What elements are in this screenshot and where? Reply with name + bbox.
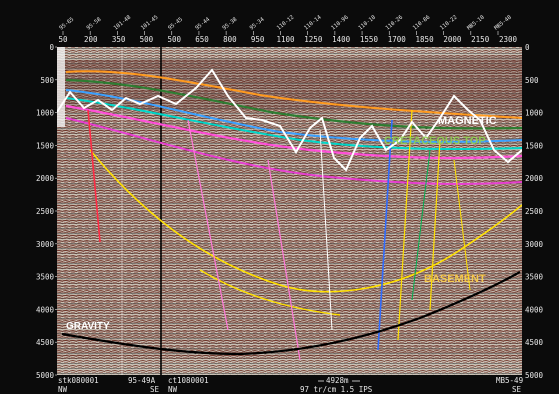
footer-right-line: MB5-49 (496, 376, 523, 385)
shotpoint-tick: 500 (140, 35, 154, 44)
time-tick-left: 5000 (36, 371, 55, 380)
footer-scale-bar: 4928m (326, 376, 349, 385)
shotpoint-tick: 2150 (471, 35, 490, 44)
time-tick-right: 500 (525, 76, 539, 85)
shotpoint-tick: 500 (167, 35, 181, 44)
time-tick-left: 2000 (36, 174, 55, 183)
footer-left-line: stk080001 (58, 376, 99, 385)
time-tick-left: 1000 (36, 109, 55, 118)
shotpoint-tick: 2300 (499, 35, 518, 44)
shotpoint-tick: 200 (84, 35, 98, 44)
cretaceous-top-label: CRETACEOUS TOP (384, 135, 486, 147)
time-tick-right: 3000 (525, 240, 544, 249)
shotpoint-tick: 2000 (443, 35, 462, 44)
time-tick-right: 5000 (525, 371, 544, 380)
magnetic-profile (57, 68, 522, 172)
footer-mid-dir-b: NW (168, 385, 178, 394)
footer: stk080001 NW 95-49A SE ct1080001 NW 4928… (58, 376, 523, 394)
shotpoint-axis: 50 200 350 500 500 650 800 950 1100 1250 1400 1550 1… (58, 35, 517, 44)
time-tick-left: 1500 (36, 141, 55, 150)
shotpoint-tick: 950 (251, 35, 265, 44)
shotpoint-tick: 350 (112, 35, 126, 44)
footer-mid-line-a: 95-49A (128, 376, 156, 385)
time-tick-right: 4500 (525, 338, 544, 347)
footer-mid-dir-a: SE (150, 385, 160, 394)
footer-left-dir: NW (58, 385, 68, 394)
shotpoint-tick: 1850 (416, 35, 435, 44)
time-tick-left: 2500 (36, 207, 55, 216)
shotpoint-tick: 1250 (304, 35, 323, 44)
gravity-label: GRAVITY (66, 321, 110, 332)
gravity-profile (61, 271, 521, 356)
time-axis-right: 0 500 1000 1500 2000 2500 3000 3500 4000 4500 5000 (525, 43, 544, 380)
time-tick-right: 1500 (525, 141, 544, 150)
time-tick-right: 4000 (525, 305, 544, 314)
time-tick-left: 3000 (36, 240, 55, 249)
time-tick-left: 500 (40, 76, 54, 85)
shotpoint-tick: 800 (223, 35, 237, 44)
shotpoint-tick: 50 (58, 35, 68, 44)
time-tick-left: 3500 (36, 273, 55, 282)
magnetic-label: MAGNETIC (438, 115, 497, 127)
footer-mid-line-b: ct1080001 (168, 376, 209, 385)
time-tick-left: 0 (49, 43, 54, 52)
seismic-image (57, 47, 522, 375)
basement-label: BASEMENT (424, 273, 486, 285)
time-tick-left: 4000 (36, 305, 55, 314)
time-tick-right: 2500 (525, 207, 544, 216)
shotpoint-tick: 1550 (360, 35, 379, 44)
shotpoint-tick: 1400 (332, 35, 351, 44)
footer-scale-text: 97 tr/cm 1.5 IPS (300, 385, 373, 394)
time-tick-right: 0 (525, 43, 530, 52)
shotpoint-tick: 1700 (388, 35, 407, 44)
time-axis-left: 0 500 1000 1500 2000 2500 3000 3500 4000 4500 5000 (36, 43, 57, 380)
shotpoint-tick: 650 (195, 35, 209, 44)
time-tick-right: 1000 (525, 109, 544, 118)
shotpoint-tick: 1100 (276, 35, 295, 44)
time-tick-left: 4500 (36, 338, 55, 347)
time-tick-right: 2000 (525, 174, 544, 183)
footer-right-dir: SE (512, 385, 522, 394)
faults (87, 109, 471, 361)
time-tick-right: 3500 (525, 273, 544, 282)
